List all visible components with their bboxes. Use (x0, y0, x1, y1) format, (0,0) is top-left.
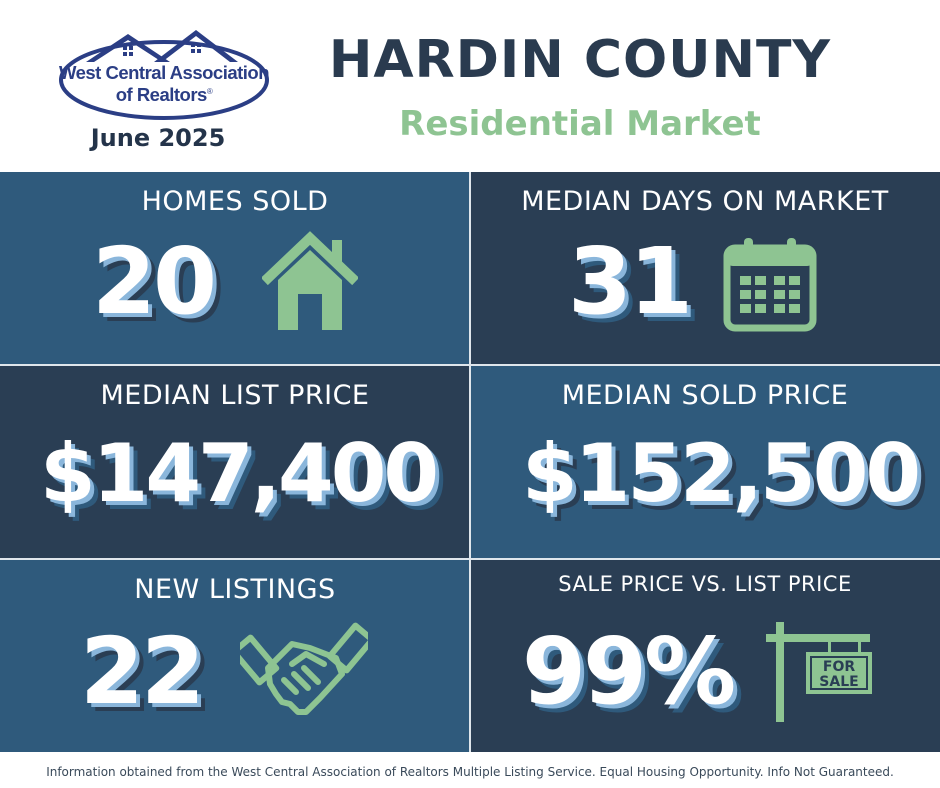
median-list-price-label: MEDIAN LIST PRICE (100, 380, 370, 411)
median-days-label: MEDIAN DAYS ON MARKET (521, 186, 889, 217)
logo-text-line1: West Central Association (58, 62, 270, 83)
median-sold-price-label: MEDIAN SOLD PRICE (561, 380, 849, 411)
for-sale-sign-icon: FOR SALE (766, 622, 872, 722)
page-title: HARDIN COUNTY (328, 30, 832, 90)
calendar-icon (723, 238, 817, 332)
house-icon (262, 231, 358, 330)
page-subtitle: Residential Market (399, 104, 761, 144)
handshake-icon (240, 622, 368, 715)
header: West Central Association of Realtors® Ju… (0, 0, 940, 170)
footer-disclaimer: Information obtained from the West Centr… (46, 765, 894, 779)
sale-vs-list-label: SALE PRICE VS. LIST PRICE (558, 572, 852, 596)
sale-vs-list-value: 99% (522, 618, 736, 725)
footer: Information obtained from the West Centr… (0, 752, 940, 788)
report-date: June 2025 (90, 124, 226, 152)
homes-sold-value: 20 (92, 228, 217, 335)
new-listings-value: 22 (80, 618, 205, 725)
panel-sale-vs-list: SALE PRICE VS. LIST PRICE 99% FOR SALE (470, 560, 940, 752)
panel-new-listings: NEW LISTINGS 22 (0, 560, 470, 752)
median-sold-price-value: $152,500 (522, 427, 921, 520)
association-logo: West Central Association of Realtors® (58, 28, 270, 124)
median-list-price-value: $147,400 (40, 427, 439, 520)
divider-column (469, 172, 471, 752)
sign-text-sale: SALE (819, 674, 858, 690)
median-days-value: 31 (568, 228, 693, 335)
panel-median-list-price: MEDIAN LIST PRICE $147,400 (0, 366, 470, 558)
homes-sold-label: HOMES SOLD (141, 186, 329, 217)
panel-homes-sold: HOMES SOLD 20 (0, 172, 470, 364)
new-listings-label: NEW LISTINGS (134, 574, 336, 605)
registered-mark: ® (206, 86, 213, 96)
logo-text-line2-main: of Realtors (115, 84, 208, 105)
panel-median-sold-price: MEDIAN SOLD PRICE $152,500 (470, 366, 940, 558)
logo-house-icon (59, 30, 269, 120)
panel-median-days: MEDIAN DAYS ON MARKET 31 (470, 172, 940, 364)
sign-text-for: FOR (823, 659, 855, 675)
logo-text-line2: of Realtors® (58, 84, 270, 106)
